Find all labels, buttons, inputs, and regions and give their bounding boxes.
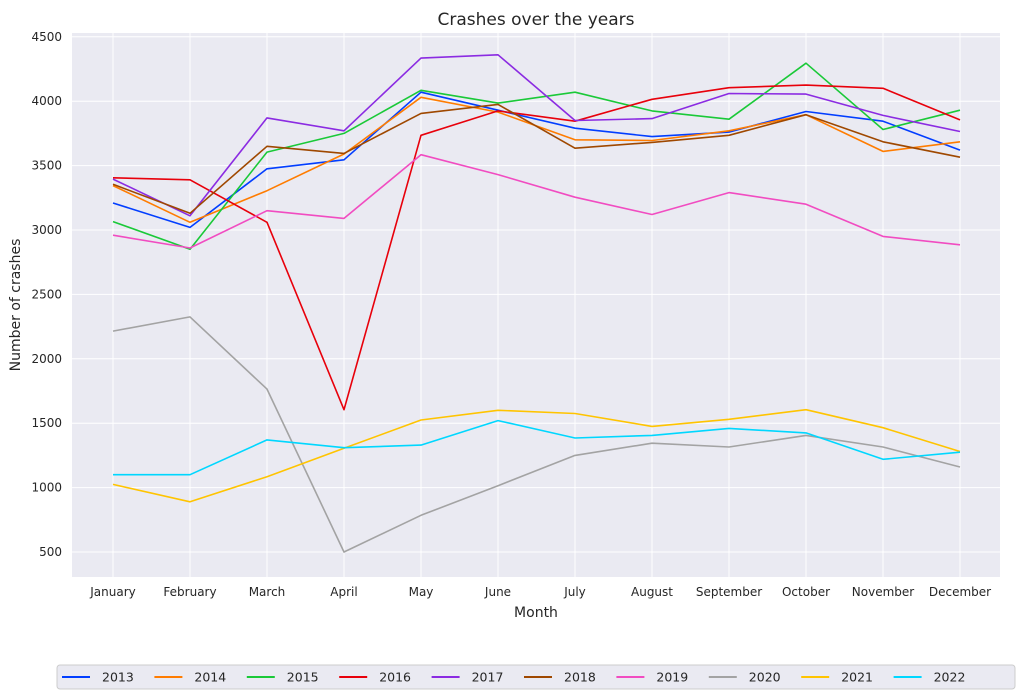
series-line-2019 <box>112 153 961 249</box>
y-tick-label: 1500 <box>31 416 62 430</box>
grid <box>72 33 1000 577</box>
series-line-2017 <box>112 53 961 217</box>
x-tick-label: March <box>249 585 286 599</box>
x-tick-label: February <box>163 585 216 599</box>
legend-label: 2018 <box>564 670 596 685</box>
x-tick-label: November <box>852 585 914 599</box>
legend-label: 2019 <box>656 670 688 685</box>
x-tick-label: May <box>409 585 434 599</box>
x-tick-label: December <box>929 585 991 599</box>
plot-area <box>72 33 1000 577</box>
series-line-2015 <box>112 62 961 251</box>
x-tick-label: January <box>89 585 136 599</box>
series-lines <box>112 53 961 553</box>
legend-label: 2022 <box>934 670 966 685</box>
x-tick-labels: January February March April May June July Augu… <box>89 585 991 599</box>
y-tick-label: 2500 <box>31 287 62 301</box>
y-tick-label: 1000 <box>31 481 62 495</box>
legend-label: 2013 <box>102 670 134 685</box>
x-tick-label: September <box>696 585 762 599</box>
legend-label: 2016 <box>379 670 411 685</box>
legend-label: 2020 <box>749 670 781 685</box>
y-tick-label: 3000 <box>31 223 62 237</box>
legend-label: 2014 <box>194 670 226 685</box>
y-tick-label: 500 <box>39 545 62 559</box>
y-axis-title: Number of crashes <box>8 239 24 372</box>
x-tick-label: June <box>484 585 511 599</box>
series-line-2018 <box>112 103 961 215</box>
x-tick-label: August <box>631 585 673 599</box>
series-line-2021 <box>112 408 961 503</box>
legend-label: 2021 <box>841 670 873 685</box>
series-line-2016 <box>112 84 961 411</box>
x-tick-label: October <box>782 585 830 599</box>
y-tick-label: 4000 <box>31 94 62 108</box>
y-tick-label: 2000 <box>31 352 62 366</box>
legend-label: 2015 <box>287 670 319 685</box>
chart-title: Crashes over the years <box>437 10 634 30</box>
legend-label: 2017 <box>472 670 504 685</box>
legend: 2013 2014 2015 2016 2017 2018 2019 2020 2021 2022 <box>56 664 1016 690</box>
y-tick-label: 4500 <box>31 30 62 44</box>
x-tick-label: April <box>330 585 357 599</box>
series-line-2022 <box>113 419 961 476</box>
x-tick-label: July <box>563 585 586 599</box>
y-tick-label: 3500 <box>31 159 62 173</box>
x-axis-title: Month <box>514 605 558 621</box>
series-line-2013 <box>112 91 961 229</box>
y-tick-labels: 500 1000 1500 2000 2500 3000 3500 4000 4500 <box>31 30 62 559</box>
